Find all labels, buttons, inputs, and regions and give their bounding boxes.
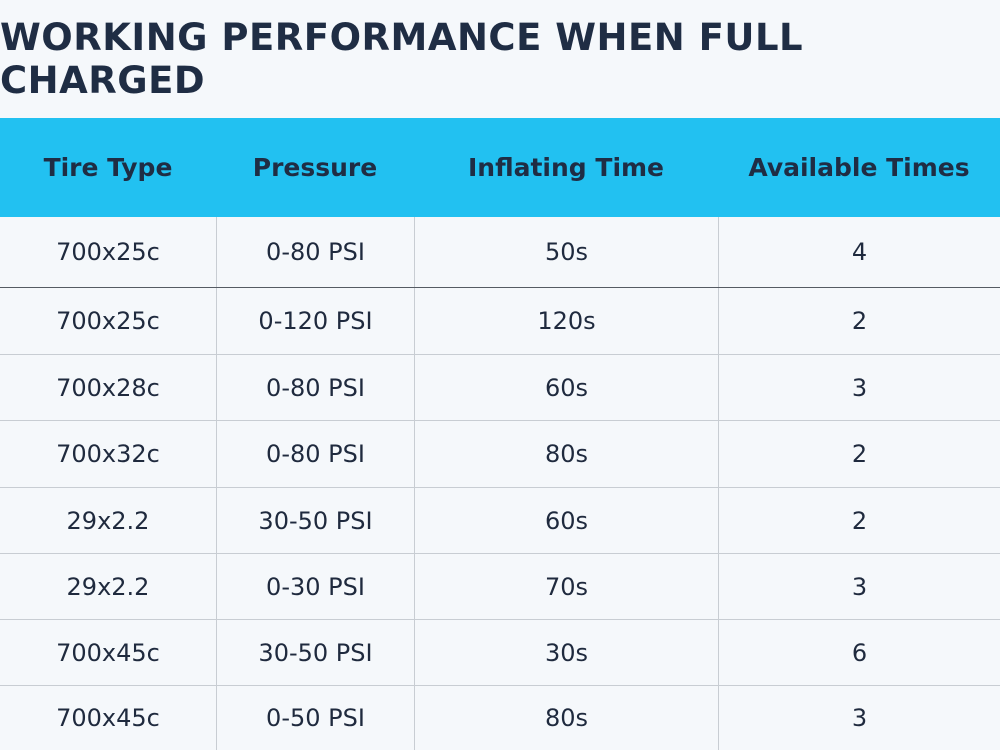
table-cell: 4 xyxy=(718,217,1000,287)
table-cell: 2 xyxy=(718,421,1000,487)
table-cell: 0-120 PSI xyxy=(216,288,414,354)
table-cell: 30-50 PSI xyxy=(216,488,414,553)
table-row: 700x25c 0-120 PSI 120s 2 xyxy=(0,288,1000,355)
table-cell: 29x2.2 xyxy=(66,506,150,535)
table-row: 700x25c 0-80 PSI 50s 4 xyxy=(0,217,1000,288)
table-cell: 700x25c xyxy=(56,238,160,266)
table-row: 29x2.2 0-30 PSI 70s 3 xyxy=(0,554,1000,620)
table-cell: 30s xyxy=(414,620,718,685)
table-cell: 3 xyxy=(718,554,1000,619)
table: Tire Type Pressure Inflating Time Available… xyxy=(0,118,1000,750)
column-header: Inflating Time xyxy=(467,153,665,182)
table-cell: 3 xyxy=(718,355,1000,420)
page-title: WORKING PERFORMANCE WHEN FULL CHARGED xyxy=(0,16,804,102)
table-cell: 0-50 PSI xyxy=(216,686,414,750)
table-cell: 0-80 PSI xyxy=(216,355,414,420)
table-row: 700x45c 30-50 PSI 30s 6 xyxy=(0,620,1000,686)
table-cell: 700x28c xyxy=(56,373,160,402)
table-cell: 50s xyxy=(414,217,718,287)
header-row: Tire Type Pressure Inflating Time Available… xyxy=(0,118,1000,217)
table-row: 700x28c 0-80 PSI 60s 3 xyxy=(0,355,1000,421)
table-cell: 3 xyxy=(718,686,1000,750)
table-row: 700x32c 0-80 PSI 80s 2 xyxy=(0,421,1000,488)
table-cell: 700x32c xyxy=(56,440,160,468)
column-header: Tire Type xyxy=(43,153,173,182)
table-cell: 60s xyxy=(414,488,718,553)
table-cell: 0-80 PSI xyxy=(216,421,414,487)
table-cell: 2 xyxy=(718,488,1000,553)
table-cell: 2 xyxy=(718,288,1000,354)
table-cell: 6 xyxy=(718,620,1000,685)
table-cell: 0-30 PSI xyxy=(216,554,414,619)
table-cell: 80s xyxy=(414,686,718,750)
column-header: Pressure xyxy=(252,153,378,182)
table-cell: 700x45c xyxy=(56,704,160,732)
table-cell: 80s xyxy=(414,421,718,487)
table-cell: 120s xyxy=(414,288,718,354)
table-cell: 60s xyxy=(414,355,718,420)
table-row: 700x45c 0-50 PSI 80s 3 xyxy=(0,686,1000,750)
table-cell: 0-80 PSI xyxy=(216,217,414,287)
table-cell: 29x2.2 xyxy=(66,572,150,601)
table-row: 29x2.2 30-50 PSI 60s 2 xyxy=(0,488,1000,554)
table-cell: 700x45c xyxy=(56,638,160,667)
table-cell: 30-50 PSI xyxy=(216,620,414,685)
table-cell: 70s xyxy=(414,554,718,619)
table-cell: 700x25c xyxy=(56,307,160,335)
column-header: Available Times xyxy=(748,153,970,182)
